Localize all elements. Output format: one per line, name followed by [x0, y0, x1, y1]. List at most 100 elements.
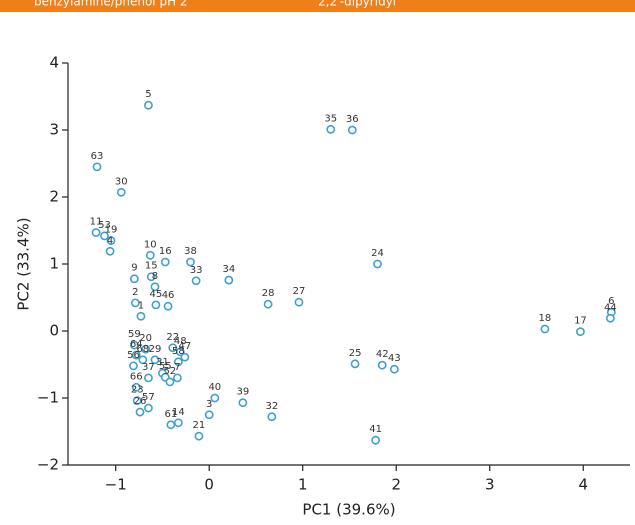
- point-label: 38: [184, 246, 197, 257]
- point-label: 26: [134, 396, 147, 407]
- point: [136, 311, 146, 321]
- point: [371, 435, 381, 445]
- point: [138, 355, 148, 365]
- point-label: 23: [131, 385, 144, 396]
- point-label: 58: [172, 346, 185, 357]
- point: [135, 407, 145, 417]
- point-label: 56: [127, 350, 140, 361]
- point-label: 14: [172, 407, 185, 418]
- y-tick-label: 2: [49, 188, 59, 206]
- point: [160, 257, 170, 267]
- point-label: 37: [142, 362, 155, 373]
- point-label: 10: [144, 239, 157, 250]
- point: [540, 324, 550, 334]
- point-label: 30: [115, 176, 128, 187]
- point-label: 43: [388, 353, 401, 364]
- point-label: 27: [293, 286, 306, 297]
- point: [141, 344, 151, 354]
- point: [105, 246, 115, 256]
- banner-text: 2,2′-dipyridyl: [318, 0, 396, 9]
- point-label: 40: [208, 382, 221, 393]
- point-label: 22: [166, 332, 179, 343]
- point: [151, 300, 161, 310]
- banner-text: benzylamine/phenol pH 2: [34, 0, 188, 9]
- point-label: 5: [145, 89, 151, 100]
- point-label: 2: [132, 287, 138, 298]
- x-tick-label: 0: [204, 476, 214, 494]
- point: [605, 313, 615, 323]
- point-label: 42: [376, 349, 389, 360]
- point: [168, 343, 178, 353]
- point-label: 20: [139, 333, 152, 344]
- y-tick-label: 4: [49, 54, 59, 72]
- y-tick-label: 3: [49, 121, 59, 139]
- point: [145, 250, 155, 260]
- point-label: 66: [130, 371, 143, 382]
- point-label: 61: [164, 409, 177, 420]
- point-label: 68: [136, 344, 149, 355]
- point-label: 9: [131, 263, 137, 274]
- point: [100, 231, 109, 241]
- point-label: 53: [98, 220, 111, 231]
- point: [294, 297, 304, 307]
- point-label: 3: [206, 399, 212, 410]
- point: [129, 361, 138, 371]
- point: [224, 275, 234, 285]
- point: [173, 357, 183, 367]
- point: [146, 272, 156, 282]
- point: [238, 398, 248, 408]
- point: [210, 393, 220, 403]
- x-tick-label: 4: [578, 476, 588, 494]
- point: [144, 373, 153, 383]
- point: [131, 350, 141, 360]
- point-label: 15: [145, 261, 158, 272]
- point-label: 32: [265, 401, 278, 412]
- point-label: 28: [262, 288, 275, 299]
- point-label: 21: [193, 420, 206, 431]
- y-tick-label: 0: [49, 322, 59, 340]
- point-label: 39: [236, 387, 249, 398]
- point: [373, 259, 382, 269]
- point-label: 33: [190, 265, 203, 276]
- point: [576, 327, 585, 337]
- x-tick-label: −1: [105, 476, 127, 494]
- point-label: 7: [174, 362, 180, 373]
- point-label: 59: [128, 329, 141, 340]
- y-tick-label: −1: [37, 389, 59, 407]
- point-label: 8: [152, 271, 158, 282]
- point-label: 29: [149, 344, 162, 355]
- point: [377, 360, 387, 370]
- point-label: 47: [179, 341, 192, 352]
- point-label: 34: [222, 264, 235, 275]
- point-label: 41: [369, 424, 382, 435]
- point: [129, 340, 139, 350]
- point-label: 45: [150, 289, 163, 300]
- point-label: 35: [324, 113, 337, 124]
- point: [175, 347, 185, 357]
- point: [116, 187, 126, 197]
- point-label: 31: [156, 357, 169, 368]
- point: [150, 282, 160, 292]
- point-label: 55: [159, 361, 172, 372]
- y-tick-label: 1: [49, 255, 59, 273]
- point-label: 18: [539, 313, 552, 324]
- point: [144, 403, 153, 413]
- point: [267, 412, 277, 422]
- point: [129, 274, 139, 284]
- point-label: 17: [574, 316, 587, 327]
- point-label: 44: [604, 302, 617, 313]
- x-tick-label: 2: [391, 476, 401, 494]
- point-label: 63: [91, 151, 104, 162]
- point-label: 48: [174, 336, 187, 347]
- point-label: 24: [371, 248, 384, 259]
- y-axis-label: PC2 (33.4%): [15, 217, 33, 310]
- point: [389, 364, 399, 374]
- point-label: 4: [107, 235, 113, 246]
- point: [166, 420, 176, 430]
- point-label: 6: [608, 296, 614, 307]
- point: [131, 382, 141, 392]
- point: [186, 257, 195, 267]
- point: [204, 410, 214, 420]
- point-label: 46: [162, 290, 175, 301]
- point-label: 64: [130, 339, 143, 350]
